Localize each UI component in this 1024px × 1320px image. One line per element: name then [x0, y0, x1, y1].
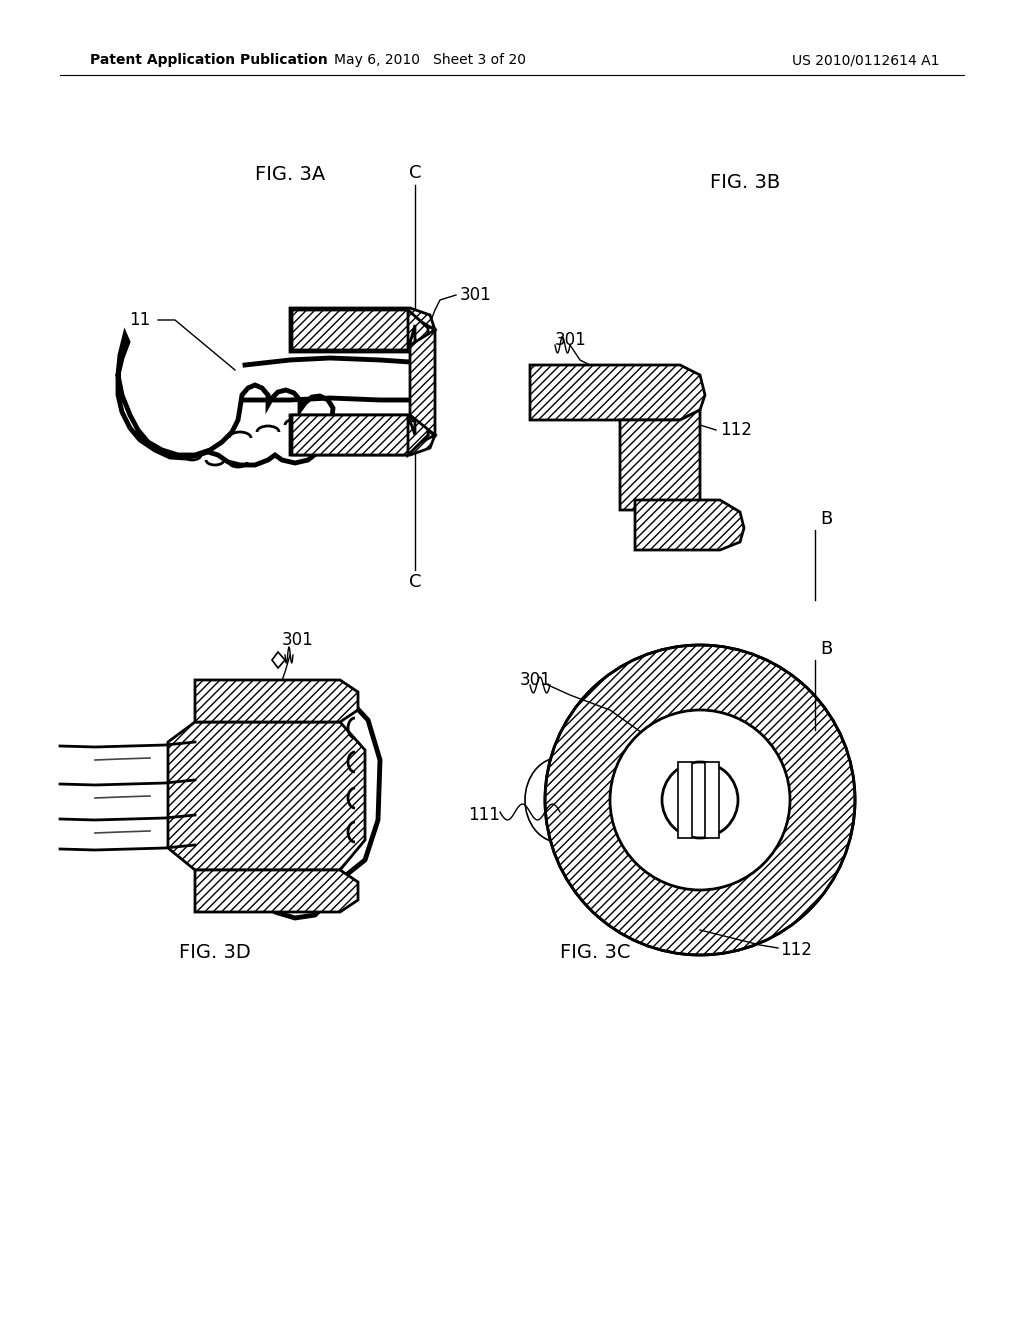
Polygon shape [272, 652, 285, 668]
Polygon shape [410, 315, 435, 345]
Ellipse shape [545, 645, 855, 954]
Text: 301: 301 [460, 286, 492, 304]
Polygon shape [195, 870, 358, 912]
Polygon shape [290, 308, 435, 352]
Polygon shape [292, 414, 428, 455]
Bar [678, 762, 692, 838]
Ellipse shape [610, 710, 790, 890]
Text: C: C [409, 164, 421, 182]
Polygon shape [530, 366, 705, 420]
Text: FIG. 3A: FIG. 3A [255, 165, 326, 185]
Ellipse shape [662, 762, 738, 838]
Text: 301: 301 [520, 671, 552, 689]
Polygon shape [118, 335, 333, 465]
Ellipse shape [525, 758, 595, 842]
Polygon shape [620, 411, 700, 510]
Polygon shape [292, 310, 428, 350]
Polygon shape [195, 680, 358, 722]
Polygon shape [410, 422, 435, 447]
Polygon shape [408, 310, 428, 455]
Text: FIG. 3C: FIG. 3C [560, 942, 631, 961]
Bar [705, 762, 719, 838]
Text: 301: 301 [282, 631, 313, 649]
Text: Patent Application Publication: Patent Application Publication [90, 53, 328, 67]
Text: FIG. 3D: FIG. 3D [179, 942, 251, 961]
Text: May 6, 2010   Sheet 3 of 20: May 6, 2010 Sheet 3 of 20 [334, 53, 526, 67]
Polygon shape [290, 414, 435, 455]
Text: 11: 11 [129, 312, 150, 329]
Text: 111: 111 [468, 807, 500, 824]
Text: US 2010/0112614 A1: US 2010/0112614 A1 [793, 53, 940, 67]
Text: 112: 112 [780, 941, 812, 960]
Text: 112: 112 [720, 421, 752, 440]
Text: 301: 301 [555, 331, 587, 348]
Text: FIG. 3B: FIG. 3B [710, 173, 780, 191]
Polygon shape [410, 330, 435, 436]
Text: B: B [820, 640, 833, 657]
Text: C: C [409, 573, 421, 591]
Polygon shape [168, 722, 365, 870]
Polygon shape [635, 500, 744, 550]
Text: B: B [820, 510, 833, 528]
